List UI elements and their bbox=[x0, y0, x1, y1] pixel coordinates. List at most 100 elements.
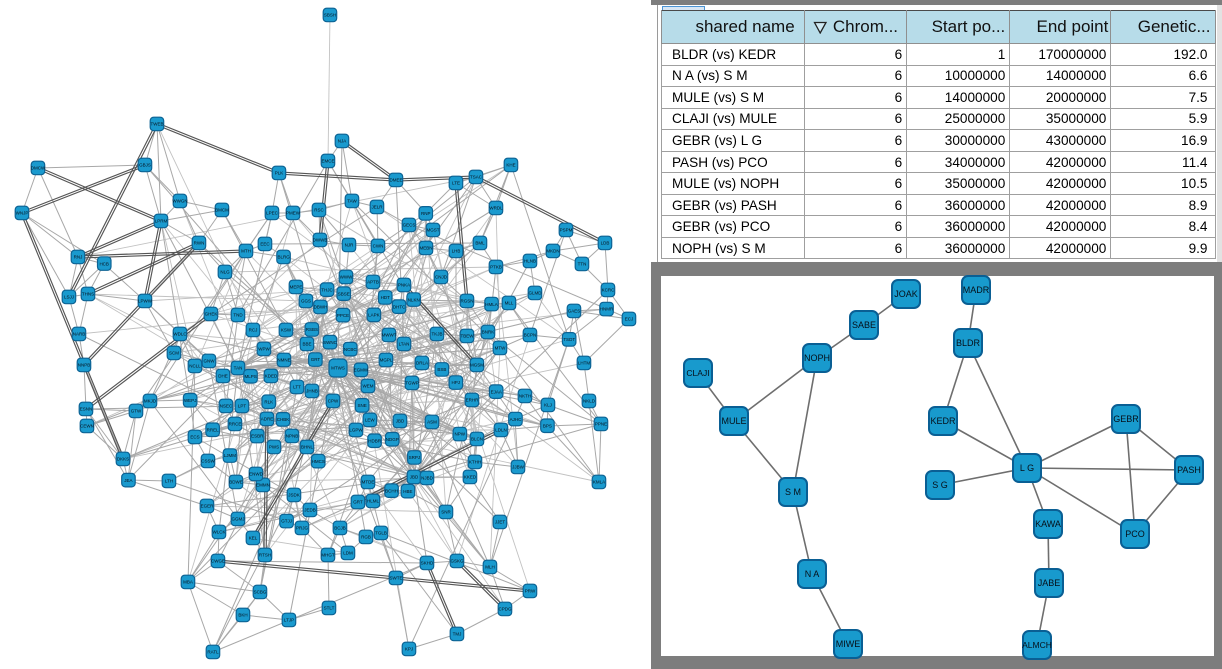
svg-text:SKHD: SKHD bbox=[421, 561, 434, 566]
svg-text:WPW: WPW bbox=[258, 347, 270, 352]
svg-text:GLMD: GLMD bbox=[528, 291, 542, 296]
svg-text:NKTH: NKTH bbox=[519, 394, 531, 399]
svg-text:BBE: BBE bbox=[302, 342, 311, 347]
svg-text:PASH: PASH bbox=[1177, 465, 1201, 475]
svg-text:KEL: KEL bbox=[249, 536, 258, 541]
svg-text:LTE: LTE bbox=[452, 181, 460, 186]
svg-text:GTJJ: GTJJ bbox=[281, 519, 292, 524]
svg-text:WWGN: WWGN bbox=[172, 199, 187, 204]
svg-text:PRW: PRW bbox=[525, 589, 536, 594]
svg-text:HLML: HLML bbox=[367, 499, 380, 504]
svg-text:NJBD: NJBD bbox=[421, 476, 434, 481]
svg-text:PTKB: PTKB bbox=[490, 265, 502, 270]
svg-text:MLH: MLH bbox=[485, 565, 495, 570]
svg-text:MBA: MBA bbox=[183, 580, 193, 585]
svg-text:RWN: RWN bbox=[194, 241, 205, 246]
svg-text:CLAJI: CLAJI bbox=[686, 368, 709, 378]
svg-text:ADRE: ADRE bbox=[261, 417, 274, 422]
svg-text:MIWE: MIWE bbox=[836, 639, 861, 649]
svg-text:BCPN: BCPN bbox=[524, 333, 537, 338]
svg-text:MTW: MTW bbox=[495, 346, 506, 351]
svg-text:JJET: JJET bbox=[495, 520, 506, 525]
svg-text:LTT: LTT bbox=[293, 385, 301, 390]
svg-text:SBSE: SBSE bbox=[338, 291, 350, 296]
svg-text:RGB: RGB bbox=[361, 535, 371, 540]
svg-text:SWTE: SWTE bbox=[390, 576, 403, 581]
svg-text:LPRM: LPRM bbox=[155, 219, 168, 224]
svg-text:LAPK: LAPK bbox=[368, 313, 380, 318]
svg-text:MEBN: MEBN bbox=[419, 246, 432, 251]
svg-text:KDED: KDED bbox=[265, 374, 278, 379]
svg-text:SNR: SNR bbox=[441, 510, 451, 515]
svg-text:WWW: WWW bbox=[340, 275, 353, 280]
svg-text:PCO: PCO bbox=[1125, 529, 1145, 539]
svg-text:DHE: DHE bbox=[218, 374, 228, 379]
svg-text:TBEW: TBEW bbox=[461, 334, 475, 339]
svg-text:MULE: MULE bbox=[721, 416, 746, 426]
svg-text:KHE: KHE bbox=[506, 163, 515, 168]
svg-text:GTW: GTW bbox=[131, 409, 142, 414]
svg-text:TAN: TAN bbox=[234, 366, 243, 371]
svg-text:JOAK: JOAK bbox=[894, 289, 918, 299]
svg-text:ECS: ECS bbox=[190, 435, 199, 440]
svg-text:SBSH: SBSH bbox=[324, 13, 336, 18]
svg-text:MKDN: MKDN bbox=[546, 249, 559, 254]
svg-text:APTB: APTB bbox=[367, 280, 379, 285]
svg-text:LPEC: LPEC bbox=[266, 211, 279, 216]
svg-text:EGER: EGER bbox=[201, 504, 215, 509]
svg-text:GEBR: GEBR bbox=[1113, 414, 1139, 424]
svg-text:KKED: KKED bbox=[464, 475, 477, 480]
svg-text:JEA: JEA bbox=[124, 478, 132, 483]
svg-text:N A: N A bbox=[805, 569, 820, 579]
svg-text:LPT: LPT bbox=[238, 404, 247, 409]
svg-text:CPW: CPW bbox=[328, 399, 339, 404]
svg-text:LJMM: LJMM bbox=[224, 453, 237, 458]
svg-text:JSDK: JSDK bbox=[288, 493, 300, 498]
svg-text:MKJD: MKJD bbox=[144, 399, 157, 404]
svg-text:HDBR: HDBR bbox=[368, 439, 382, 444]
svg-text:GSKG: GSKG bbox=[450, 559, 464, 564]
svg-text:GNW: GNW bbox=[204, 359, 216, 364]
svg-text:NJR: NJR bbox=[345, 243, 354, 248]
svg-text:WDLC: WDLC bbox=[173, 332, 187, 337]
svg-text:BPS: BPS bbox=[543, 424, 552, 429]
svg-text:KEDR: KEDR bbox=[930, 416, 956, 426]
svg-text:MTH: MTH bbox=[241, 249, 251, 254]
svg-text:HPJ: HPJ bbox=[452, 380, 461, 385]
svg-text:CPDG: CPDG bbox=[498, 607, 512, 612]
svg-text:ESNN: ESNN bbox=[80, 407, 93, 412]
svg-text:DMEE: DMEE bbox=[389, 178, 402, 183]
svg-text:MHGT: MHGT bbox=[321, 553, 334, 558]
svg-text:GGS: GGS bbox=[301, 299, 311, 304]
svg-text:MLL: MLL bbox=[505, 301, 514, 306]
svg-text:RATL: RATL bbox=[207, 650, 219, 655]
svg-text:NLG: NLG bbox=[220, 270, 230, 275]
svg-text:TKJB: TKJB bbox=[431, 332, 442, 337]
svg-text:KPJ: KPJ bbox=[405, 647, 413, 652]
svg-text:ENWD: ENWD bbox=[249, 472, 263, 477]
svg-text:TSAC: TSAC bbox=[470, 175, 483, 180]
svg-text:HLNB: HLNB bbox=[524, 259, 536, 264]
svg-text:HMCS: HMCS bbox=[312, 459, 325, 464]
svg-text:JELR: JELR bbox=[371, 205, 383, 210]
svg-text:BHNL: BHNL bbox=[301, 445, 314, 450]
svg-text:TMJ: TMJ bbox=[453, 632, 462, 637]
svg-text:GECS: GECS bbox=[403, 223, 416, 228]
svg-text:EEC: EEC bbox=[260, 242, 270, 247]
svg-text:HCB: HCB bbox=[99, 261, 109, 266]
svg-text:TWEB: TWEB bbox=[151, 122, 164, 127]
svg-text:BMCM: BMCM bbox=[215, 208, 229, 213]
svg-text:BML: BML bbox=[475, 241, 485, 246]
svg-text:CNJD: CNJD bbox=[435, 275, 448, 280]
svg-text:AJHC: AJHC bbox=[510, 417, 523, 422]
svg-text:CHBK: CHBK bbox=[277, 417, 290, 422]
svg-text:RCJ: RCJ bbox=[249, 328, 258, 333]
svg-text:WLCK: WLCK bbox=[212, 530, 225, 535]
svg-text:BSB: BSB bbox=[437, 367, 446, 372]
svg-text:EGMW: EGMW bbox=[354, 368, 369, 373]
svg-text:BCHH: BCHH bbox=[385, 488, 398, 493]
svg-text:KCRC: KCRC bbox=[602, 288, 616, 293]
svg-text:TTN: TTN bbox=[578, 262, 587, 267]
svg-text:JJBW: JJBW bbox=[512, 465, 525, 470]
svg-text:EJAA: EJAA bbox=[491, 389, 502, 394]
